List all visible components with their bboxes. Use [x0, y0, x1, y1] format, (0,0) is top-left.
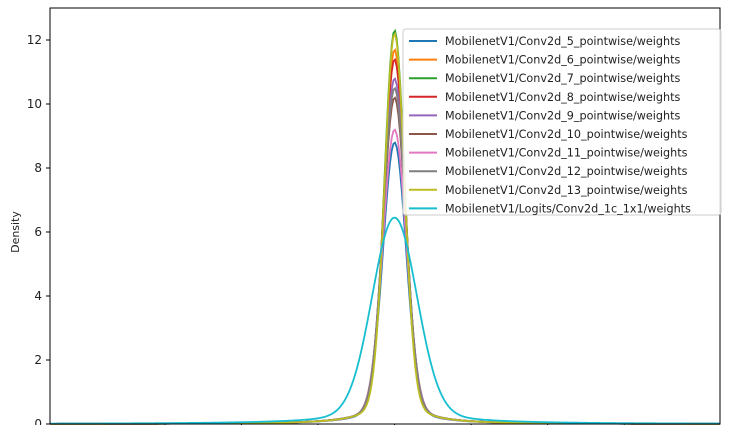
- series-line: [50, 216, 721, 425]
- legend-entry: MobilenetV1/Conv2d_6_pointwise/weights: [445, 54, 680, 67]
- legend-entry: MobilenetV1/Conv2d_13_pointwise/weights: [445, 184, 688, 197]
- plot-frame: [49, 7, 721, 425]
- y-tick-label: 0: [34, 417, 42, 425]
- y-tick-label: 8: [34, 161, 42, 175]
- y-axis: 0 2 4 6 8 10 12: [27, 33, 50, 425]
- legend-entry: MobilenetV1/Conv2d_9_pointwise/weights: [445, 109, 680, 122]
- y-tick-label: 2: [34, 353, 42, 367]
- y-tick-label: 6: [34, 225, 42, 239]
- legend-box: [402, 28, 722, 216]
- y-tick-label: 4: [34, 289, 42, 303]
- legend-entry: MobilenetV1/Conv2d_5_pointwise/weights: [445, 35, 680, 48]
- y-axis-label: Density: [9, 211, 22, 253]
- y-tick-label: 12: [27, 33, 42, 47]
- legend-entry: MobilenetV1/Conv2d_11_pointwise/weights: [445, 147, 688, 160]
- legend-entry: MobilenetV1/Conv2d_10_pointwise/weights: [445, 128, 688, 141]
- legend: MobilenetV1/Conv2d_5_pointwise/weights Mo…: [402, 28, 722, 216]
- y-tick-label: 10: [27, 97, 42, 111]
- legend-entry: MobilenetV1/Conv2d_7_pointwise/weights: [445, 72, 680, 85]
- legend-entry: MobilenetV1/Logits/Conv2d_1c_1x1/weights: [445, 202, 691, 215]
- legend-entry: MobilenetV1/Conv2d_12_pointwise/weights: [445, 165, 688, 178]
- legend-entry: MobilenetV1/Conv2d_8_pointwise/weights: [445, 91, 680, 104]
